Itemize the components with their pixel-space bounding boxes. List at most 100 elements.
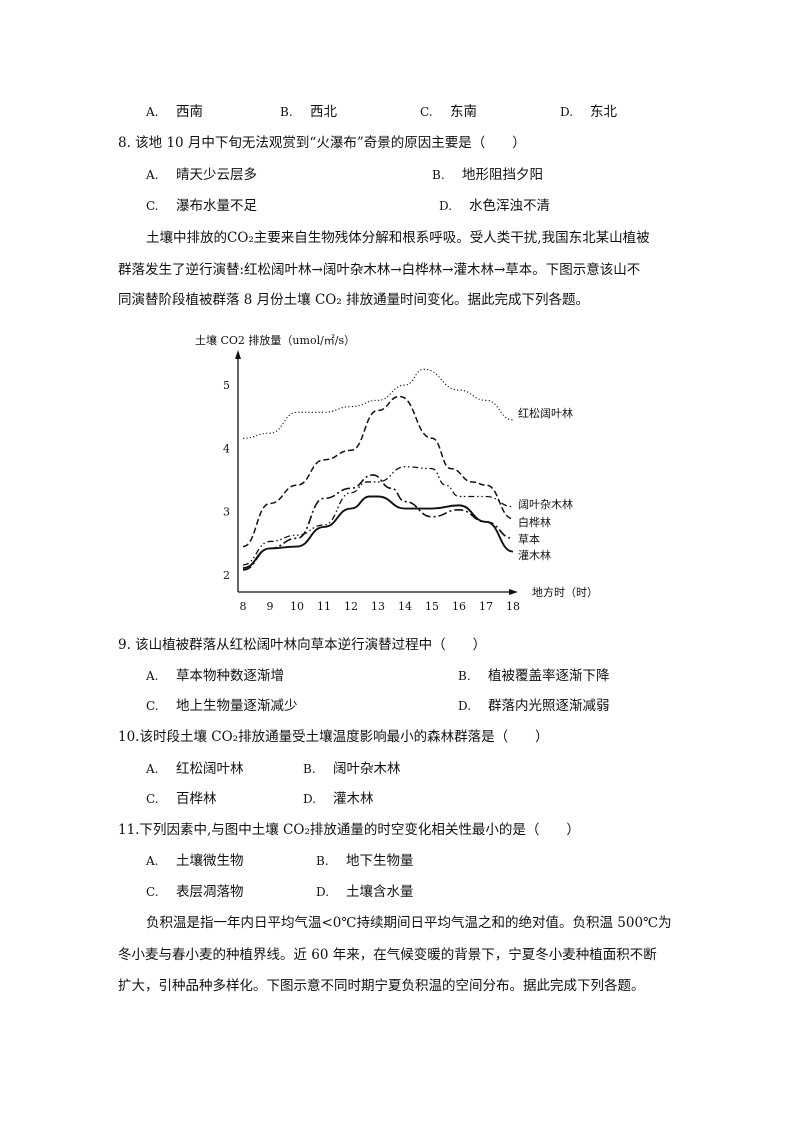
q9-option-b: B. 植被覆盖率逐渐下降 <box>458 667 610 685</box>
q10-option-a: A. 红松阔叶林 <box>146 760 244 778</box>
option-letter: A. <box>146 105 159 119</box>
passage2-line: 扩大，引种品种多样化。下图示意不同时期宁夏负积温的空间分布。据此完成下列各题。 <box>118 978 645 994</box>
option-text: 红松阔叶林 <box>176 761 244 777</box>
option-letter: B. <box>303 762 316 776</box>
y-tick-label: 5 <box>223 379 230 392</box>
q9-stem: 9. 该山植被群落从红松阔叶林向草本逆行演替过程中（ ） <box>118 637 487 653</box>
option-letter: B. <box>280 105 293 119</box>
y-axis-label: 土壤 CO2 排放量（umol/㎡/s） <box>195 333 355 347</box>
q7-option-c: C. 东南 <box>420 103 477 121</box>
q10-option-b: B. 阔叶杂木林 <box>303 760 401 778</box>
q11-stem: 11.下列因素中,与图中土壤 CO₂排放通量的时空变化相关性最小的是（ ） <box>118 822 580 838</box>
option-letter: C. <box>146 885 159 899</box>
passage1-line: 同演替阶段植被群落 8 月份土壤 CO₂ 排放通量时间变化。据此完成下列各题。 <box>118 292 590 308</box>
option-text: 阔叶杂木林 <box>333 761 401 777</box>
series-line <box>242 495 514 569</box>
q7-option-b: B. 西北 <box>280 103 337 121</box>
option-text: 西北 <box>310 104 337 120</box>
option-letter: D. <box>303 792 317 806</box>
option-letter: B. <box>458 669 471 683</box>
q8-option-c: C. 瀑布水量不足 <box>146 197 257 215</box>
passage1-line: 群落发生了逆行演替:红松阔叶林→阔叶杂木林→白桦林→灌木林→草本。下图示意该山不 <box>118 262 641 278</box>
q10-option-d: D. 灌木林 <box>303 790 374 808</box>
x-tick-label: 18 <box>506 600 520 613</box>
q11-option-a: A. 土壤微生物 <box>146 852 244 870</box>
q11-option-d: D. 土壤含水量 <box>316 883 414 901</box>
y-tick-label: 4 <box>223 442 230 455</box>
option-text: 草本物种数逐渐增 <box>176 668 284 684</box>
y-axis-arrow-icon <box>235 350 241 359</box>
series-label: 阔叶杂木林 <box>518 497 573 511</box>
q8-stem: 8. 该地 10 月中下旬无法观赏到“火瀑布”奇景的原因主要是（ ） <box>118 135 526 151</box>
q11-option-c: C. 表层凋落物 <box>146 883 244 901</box>
x-tick-label: 13 <box>371 600 385 613</box>
passage1-line: 土壤中排放的CO₂主要来自生物残体分解和根系呼吸。受人类干扰,我国东北某山植被 <box>146 230 650 246</box>
q10-stem: 10.该时段土壤 CO₂排放通量受土壤温度影响最小的森林群落是（ ） <box>118 729 549 745</box>
x-axis-arrow-icon <box>509 589 518 595</box>
option-text: 西南 <box>176 104 203 120</box>
x-tick-label: 15 <box>425 600 439 613</box>
option-letter: B. <box>432 168 445 182</box>
x-tick-label: 8 <box>240 600 247 613</box>
q7-option-a: A. 西南 <box>146 103 203 121</box>
option-text: 土壤含水量 <box>346 884 414 900</box>
option-letter: D. <box>560 105 574 119</box>
option-text: 表层凋落物 <box>176 884 244 900</box>
series-line <box>242 395 514 548</box>
x-tick-label: 12 <box>344 600 358 613</box>
option-letter: D. <box>458 699 472 713</box>
option-text: 水色浑浊不清 <box>469 198 550 214</box>
option-letter: C. <box>420 105 433 119</box>
series-line <box>242 466 514 566</box>
x-tick-label: 10 <box>290 600 304 613</box>
q9-option-d: D. 群落内光照逐渐减弱 <box>458 697 610 715</box>
option-text: 百桦林 <box>176 791 217 807</box>
option-letter: A. <box>146 854 159 868</box>
q7-option-d: D. 东北 <box>560 103 617 121</box>
passage2-line: 冬小麦与春小麦的种植界线。近 60 年来，在气候变暖的背景下，宁夏冬小麦种植面积… <box>118 947 657 963</box>
option-letter: B. <box>316 854 329 868</box>
option-letter: D. <box>439 199 453 213</box>
option-text: 瀑布水量不足 <box>176 198 257 214</box>
co2-emission-chart: 土壤 CO2 排放量（umol/㎡/s） 地方时（时） 8 9 10 11 12 13 14… <box>195 333 598 613</box>
x-tick-label: 11 <box>317 600 331 613</box>
option-letter: A. <box>146 762 159 776</box>
x-tick-label: 16 <box>452 600 466 613</box>
series-label: 白桦林 <box>518 515 551 529</box>
y-tick-label: 2 <box>223 569 230 582</box>
option-letter: C. <box>146 699 159 713</box>
option-text: 东北 <box>590 104 617 120</box>
q11-option-b: B. 地下生物量 <box>316 852 414 870</box>
option-letter: C. <box>146 792 159 806</box>
option-text: 地下生物量 <box>346 853 414 869</box>
option-text: 地形阻挡夕阳 <box>462 167 543 183</box>
option-text: 灌木林 <box>333 791 374 807</box>
q8-option-a: A. 晴天少云层多 <box>146 166 257 184</box>
x-tick-label: 9 <box>267 600 274 613</box>
passage2-line: 负积温是指一年内日平均气温<0℃持续期间日平均气温之和的绝对值。负积温 500℃… <box>146 915 672 931</box>
q8-option-b: B. 地形阻挡夕阳 <box>432 166 543 184</box>
q9-option-a: A. 草本物种数逐渐增 <box>146 667 284 685</box>
x-tick-label: 17 <box>479 600 493 613</box>
x-tick-label: 14 <box>398 600 412 613</box>
option-text: 地上生物量逐渐减少 <box>176 698 298 714</box>
q8-option-d: D. 水色浑浊不清 <box>439 197 550 215</box>
series-label: 红松阔叶林 <box>518 406 573 420</box>
option-letter: A. <box>146 168 159 182</box>
option-letter: D. <box>316 885 330 899</box>
series-label: 草本 <box>518 532 540 546</box>
x-axis-label: 地方时（时） <box>532 585 598 599</box>
option-text: 植被覆盖率逐渐下降 <box>488 668 610 684</box>
y-tick-label: 3 <box>223 506 230 519</box>
option-text: 东南 <box>450 104 477 120</box>
option-text: 土壤微生物 <box>176 853 244 869</box>
option-letter: C. <box>146 199 159 213</box>
option-text: 晴天少云层多 <box>176 167 257 183</box>
option-text: 群落内光照逐渐减弱 <box>488 698 610 714</box>
series-line <box>242 368 514 439</box>
series-line <box>242 474 514 571</box>
q9-option-c: C. 地上生物量逐渐减少 <box>146 697 298 715</box>
option-letter: A. <box>146 669 159 683</box>
q10-option-c: C. 百桦林 <box>146 790 217 808</box>
series-label: 灌木林 <box>518 548 551 562</box>
